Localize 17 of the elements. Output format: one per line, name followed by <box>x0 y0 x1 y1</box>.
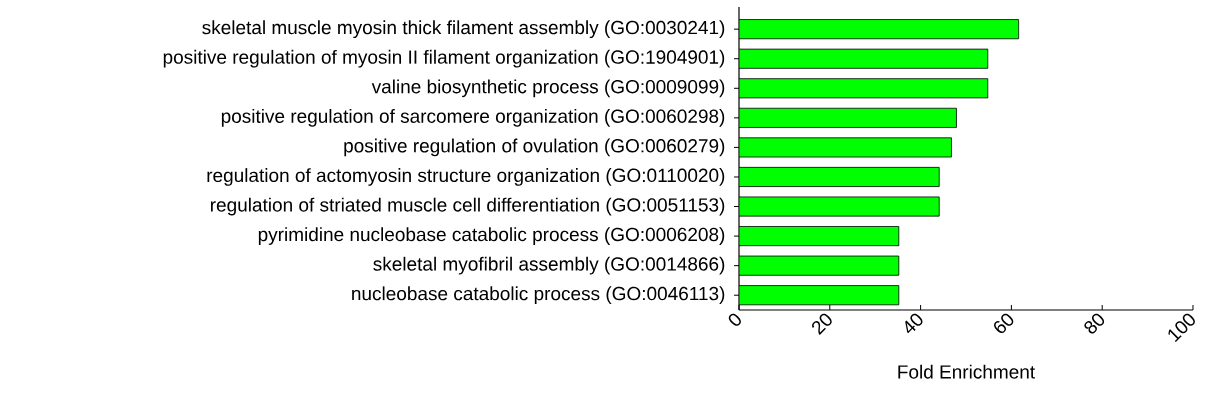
y-tick-label: skeletal muscle myosin thick filament assembly (GO:0030241) <box>202 20 725 39</box>
x-tick-label: 20 <box>812 313 832 335</box>
x-axis-title: Fold Enrichment <box>898 364 1035 379</box>
y-tick-label: nucleobase catabolic process (GO:0046113) <box>352 286 725 305</box>
x-tick-label: 100 <box>1168 313 1195 343</box>
y-tick-label: skeletal myofibril assembly (GO:0014866) <box>373 256 725 275</box>
y-tick-label: positive regulation of myosin II filament organization (GO:1904901) <box>163 49 725 68</box>
y-tick-label: positive regulation of ovulation (GO:0060279) <box>344 138 725 157</box>
y-tick-label: positive regulation of sarcomere organization (GO:0060298) <box>221 108 725 127</box>
x-tick-label: 60 <box>994 313 1014 334</box>
x-tick-label: 80 <box>1084 313 1105 334</box>
y-tick-label: regulation of actomyosin structure organization (GO:0110020) <box>207 168 725 186</box>
x-tick-label: 40 <box>905 313 923 334</box>
x-tick-label: 0 <box>728 313 741 326</box>
y-tick-label: valine biosynthetic process (GO:0009099) <box>371 79 725 98</box>
y-tick-label: regulation of striated muscle cell differentiation (GO:0051153) <box>210 197 725 216</box>
y-tick-label: pyrimidine nucleobase catabolic process (GO:0006208) <box>258 227 725 245</box>
